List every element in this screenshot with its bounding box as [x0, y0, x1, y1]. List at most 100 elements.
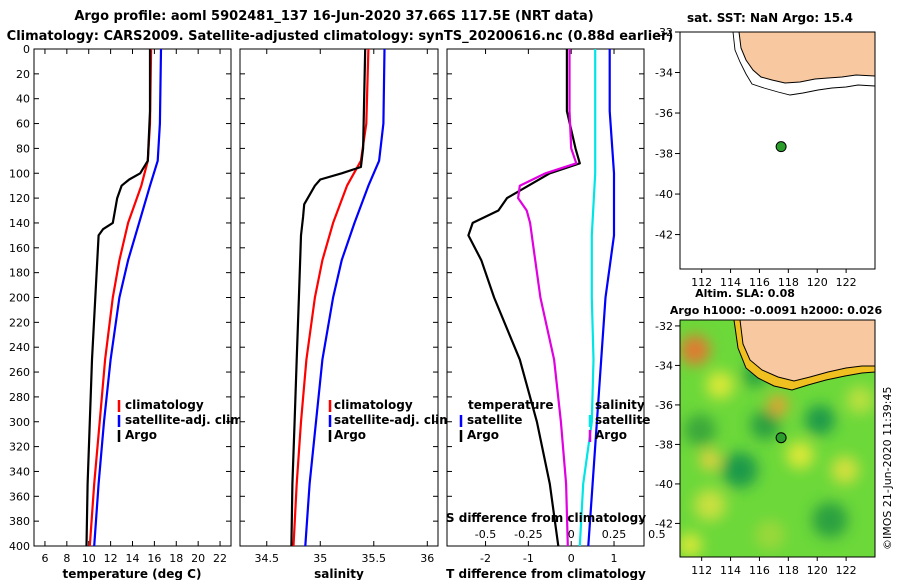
- temperature-panel: 0 20 40 60 80 100 120 140 160 180 200 220 240 260 280 3…: [9, 43, 247, 580]
- depth-tick-label: 160: [9, 242, 30, 255]
- legend-s-argo-label: Argo: [334, 428, 366, 442]
- difference-axis-ticks: -2 -1 0 1 -0.5 -0.25 0 0.25 0.5: [475, 49, 666, 565]
- s-tick-label: -0.5: [475, 528, 496, 541]
- legend-climatology-label: climatology: [125, 398, 204, 412]
- x-tick-label: 22: [213, 552, 227, 565]
- difference-frame: [446, 48, 645, 547]
- x-tick-label: 10: [82, 552, 96, 565]
- sst-map: sat. SST: NaN Argo: 15.4 -32 -34 -36 -38 -40…: [655, 11, 876, 300]
- depth-tick-label: 280: [9, 391, 30, 404]
- legend-argo-label: Argo: [125, 428, 157, 442]
- t-difference-xlabel: T difference from climatology: [446, 567, 646, 580]
- x-tick-label: 16: [147, 552, 161, 565]
- depth-tick-label: 340: [9, 465, 30, 478]
- lon-tick-label: 114: [720, 276, 741, 289]
- lat-tick-label: -42: [655, 229, 673, 242]
- temperature-profiles: [85, 48, 163, 547]
- salinity-frame: [239, 48, 439, 547]
- temperature-axis-ticks: 6 8 10 12 14 16 18 20 22: [41, 49, 227, 565]
- x-tick-label: 8: [63, 552, 70, 565]
- legend-s-argo-label2: Argo: [595, 428, 627, 442]
- legend-s-satellite-label: satellite-adj. clim.: [334, 413, 456, 427]
- depth-tick-label: 320: [9, 441, 30, 454]
- sla-map-title: Argo h1000: -0.0091 h2000: 0.026: [670, 304, 883, 317]
- sla-map-frame: [679, 319, 876, 558]
- lat-tick-label: -42: [655, 517, 673, 530]
- salinity-profiles: [290, 48, 386, 547]
- lon-tick-label: 116: [749, 276, 770, 289]
- legend-s-sat-label: satellite: [595, 413, 650, 427]
- s-tick-label: 0: [568, 528, 575, 541]
- lat-tick-label: -36: [655, 107, 673, 120]
- x-tick-label: 0: [568, 552, 575, 565]
- depth-tick-label: 60: [16, 118, 30, 131]
- difference-legend: temperature satellite Argo salinity sate…: [459, 398, 650, 442]
- x-tick-label: 20: [191, 552, 205, 565]
- legend-satellite-label: satellite-adj. clim.: [125, 413, 247, 427]
- legend-s-climatology-label: climatology: [334, 398, 413, 412]
- lat-tick-label: -40: [655, 478, 673, 491]
- lat-tick-label: -38: [655, 148, 673, 161]
- depth-tick-label: 40: [16, 93, 30, 106]
- depth-tick-label: 380: [9, 515, 30, 528]
- x-tick-label: 35.5: [362, 552, 387, 565]
- depth-tick-label: 220: [9, 316, 30, 329]
- title-line-2: Climatology: CARS2009. Satellite-adjuste…: [7, 29, 674, 44]
- lon-tick-label: 118: [778, 564, 799, 577]
- depth-tick-label: 400: [9, 540, 30, 553]
- difference-panel: -2 -1 0 1 -0.5 -0.25 0 0.25 0.5 temperature sate…: [446, 48, 666, 580]
- depth-tick-label: 360: [9, 490, 30, 503]
- sla-float-marker: [775, 432, 787, 444]
- x-tick-label: 35: [313, 552, 327, 565]
- x-tick-label: 34.5: [255, 552, 280, 565]
- lat-tick-label: -32: [655, 320, 673, 333]
- lon-tick-label: 118: [778, 276, 799, 289]
- sla-map: Argo h1000: -0.0091 h2000: 0.026: [655, 304, 882, 577]
- series-salinity-satellite: [578, 49, 597, 547]
- salinity-depth-ticks: [240, 48, 438, 547]
- lon-tick-label: 122: [836, 564, 857, 577]
- sla-land: [739, 320, 875, 382]
- x-tick-label: -2: [480, 552, 491, 565]
- lat-tick-label: -34: [655, 67, 673, 80]
- lat-tick-label: -38: [655, 438, 673, 451]
- temperature-legend: climatology satellite-adj. clim. Argo: [117, 398, 247, 442]
- series-salinity-argo: [516, 49, 578, 547]
- series-temperature-argo: [467, 49, 581, 547]
- lon-tick-label: 122: [836, 276, 857, 289]
- depth-tick-label: 100: [9, 167, 30, 180]
- sla-map-ticks: -32 -34 -36 -38 -40 -42 112 114 116 118 120 122: [655, 320, 857, 577]
- sst-float-marker: [775, 141, 787, 153]
- depth-tick-label: 140: [9, 217, 30, 230]
- sla-subtitle: Altim. SLA: 0.08: [695, 287, 795, 300]
- depth-tick-label: 200: [9, 292, 30, 305]
- lat-tick-label: -32: [655, 26, 673, 39]
- lon-tick-label: 114: [720, 564, 741, 577]
- sst-map-ticks: -32 -34 -36 -38 -40 -42 112 114 116 118 120 122: [655, 26, 857, 289]
- depth-tick-label: 120: [9, 192, 30, 205]
- x-tick-label: 36: [420, 552, 434, 565]
- series-argo: [290, 48, 367, 547]
- series-argo: [85, 49, 152, 547]
- salinity-axis-ticks: 34.5 35 35.5 36: [255, 49, 434, 565]
- depth-tick-label: 180: [9, 267, 30, 280]
- difference-profiles: [467, 49, 616, 547]
- series-temperature-satellite: [587, 49, 616, 547]
- lon-tick-label: 120: [807, 276, 828, 289]
- lon-tick-label: 116: [749, 564, 770, 577]
- x-tick-label: 6: [41, 552, 48, 565]
- depth-tick-label: 260: [9, 366, 30, 379]
- series-satellite-adj-clim-: [93, 48, 163, 547]
- depth-tick-label: 80: [16, 142, 30, 155]
- lon-tick-label: 112: [691, 276, 712, 289]
- s-difference-label: S difference from climatology: [446, 511, 646, 525]
- depth-tick-label: 240: [9, 341, 30, 354]
- series-satellite-adj-clim-: [304, 48, 386, 547]
- sst-map-title: sat. SST: NaN Argo: 15.4: [687, 11, 853, 25]
- salinity-panel: 34.5 35 35.5 36 climatology satellite-adj. …: [239, 48, 456, 580]
- lon-tick-label: 120: [807, 564, 828, 577]
- legend-t-argo-label: Argo: [467, 428, 499, 442]
- salinity-xlabel: salinity: [314, 567, 364, 580]
- depth-tick-label: 0: [23, 43, 30, 56]
